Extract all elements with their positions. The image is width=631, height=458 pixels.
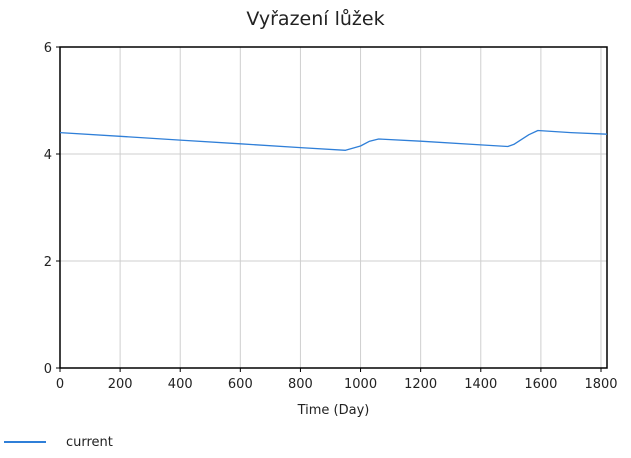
plot-frame [59, 46, 608, 369]
axes: 0 200 400 600 800 1000 1200 1400 1600 1800 0 2 4 6 [44, 41, 618, 392]
x-tick-label: 200 [108, 377, 133, 392]
x-tick-label: 600 [228, 377, 253, 392]
legend: current [0, 432, 113, 452]
x-tick-label: 1200 [404, 377, 437, 392]
x-tick-label: 400 [168, 377, 193, 392]
y-tick-label: 6 [44, 41, 52, 56]
x-tick-label: 800 [288, 377, 313, 392]
x-tick-label: 1000 [344, 377, 377, 392]
y-tick-label: 4 [44, 148, 52, 163]
x-tick-label: 0 [56, 377, 64, 392]
x-tick-label: 1800 [584, 377, 617, 392]
y-tick-label: 0 [44, 362, 52, 377]
series-layer [59, 129, 608, 151]
x-tick-label: 1600 [524, 377, 557, 392]
x-axis-label: Time (Day) [297, 403, 370, 418]
chart-title: Vyřazení lůžek [246, 8, 385, 30]
series-line-current [59, 129, 608, 151]
x-tick-label: 1400 [464, 377, 497, 392]
y-tick-label: 2 [44, 255, 52, 270]
legend-label: current [66, 434, 113, 450]
legend-swatch [4, 441, 46, 443]
grid [60, 47, 607, 368]
